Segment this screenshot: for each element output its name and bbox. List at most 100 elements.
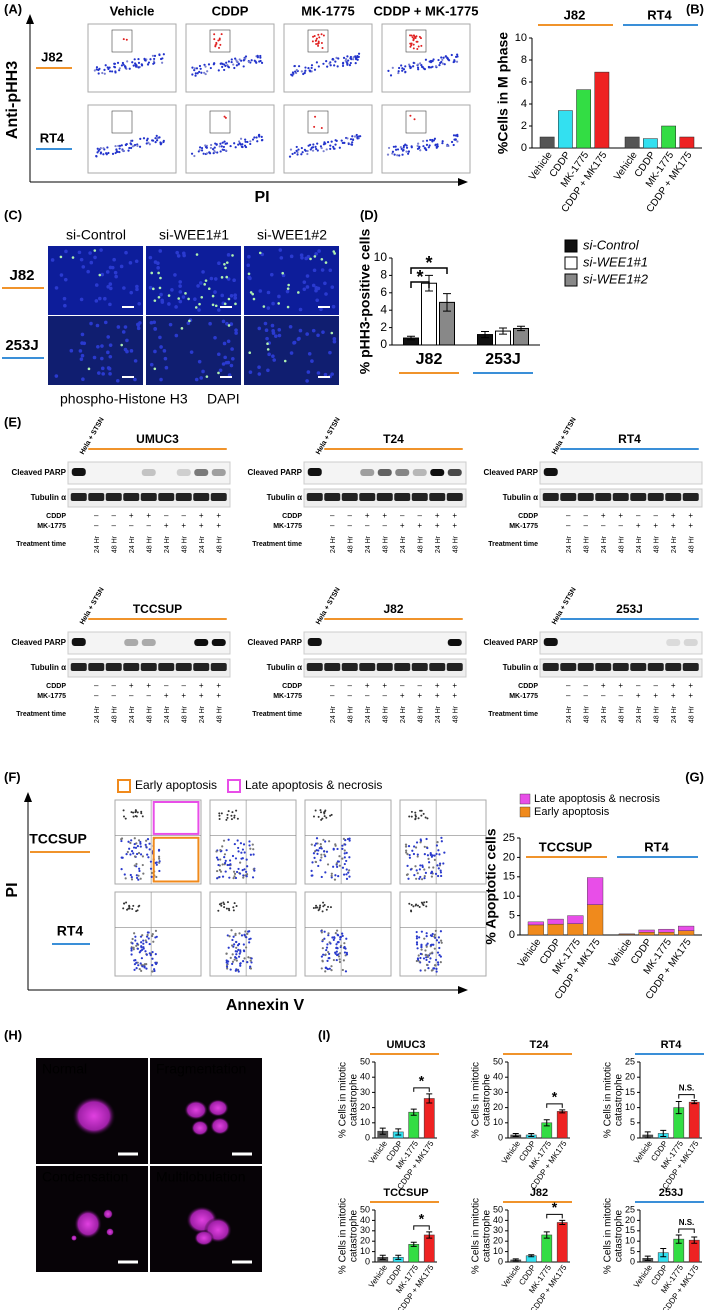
flow-dot — [219, 858, 222, 861]
flow-dot — [351, 135, 354, 138]
flow-dot — [228, 859, 232, 862]
flow-dot — [315, 842, 318, 845]
flow-dot — [329, 64, 332, 67]
flow-dot — [429, 60, 433, 63]
y-axis-label: % Cells in mitotic — [338, 1062, 349, 1138]
arrow-head — [24, 792, 32, 802]
gate-label: Early apoptosis — [135, 778, 217, 792]
flow-dot — [418, 936, 421, 939]
flow-dot — [146, 63, 150, 66]
lane-time: 24 Hr — [566, 535, 573, 553]
flow-dot — [244, 140, 247, 143]
lane-sign: + — [636, 691, 641, 700]
nucleus — [128, 261, 133, 265]
flow-dot — [130, 953, 133, 956]
flow-dot — [419, 838, 422, 841]
bar-segment — [567, 915, 584, 924]
flow-dot — [129, 841, 132, 845]
flow-dot — [386, 153, 390, 156]
flow-dot — [433, 947, 436, 950]
flow-dot — [422, 145, 425, 148]
flow-dot — [415, 841, 419, 844]
flow-dot — [414, 904, 417, 907]
flow-dot — [234, 876, 238, 880]
flow-dot — [354, 62, 357, 65]
flow-dot — [332, 938, 335, 941]
nucleus — [306, 370, 311, 374]
nucleus — [234, 328, 238, 332]
flow-dot — [338, 864, 341, 867]
image-label: Multilobulation — [156, 1169, 246, 1185]
flow-dot — [239, 962, 242, 965]
lane-sign: + — [653, 521, 658, 530]
flow-dot — [422, 812, 425, 815]
lane-sign: + — [671, 511, 676, 520]
nucleus — [323, 372, 328, 377]
flow-dot — [137, 874, 140, 877]
nucleus — [63, 303, 67, 308]
nucleus — [257, 326, 262, 331]
lane-sign: + — [400, 691, 405, 700]
ph3-cell — [234, 302, 237, 306]
flow-dot — [240, 934, 244, 937]
flow-dot — [320, 146, 323, 150]
flow-dot — [140, 941, 143, 944]
flow-dot — [410, 810, 413, 813]
band — [446, 663, 463, 671]
flow-dot — [225, 965, 229, 968]
flow-dot — [406, 864, 409, 867]
significance-bracket — [678, 1228, 695, 1233]
flow-dot — [324, 840, 327, 843]
lane-sign: – — [348, 681, 353, 690]
flow-dot — [420, 878, 424, 881]
flow-dot — [326, 863, 330, 866]
flow-dot — [313, 844, 316, 847]
flow-dot — [418, 960, 421, 963]
flow-dot — [217, 863, 220, 867]
column-header: CDDP — [212, 3, 249, 18]
flow-dot — [233, 842, 236, 846]
flow-dot — [348, 875, 351, 878]
y-tick-label: 50 — [360, 1056, 370, 1066]
significance-bracket — [678, 1094, 695, 1099]
error-bar — [660, 1247, 667, 1258]
lane-sign: – — [383, 691, 388, 700]
ph3-cell — [248, 351, 252, 355]
time-label: Treatment time — [252, 541, 302, 548]
band — [411, 493, 428, 501]
flow-dot — [430, 934, 434, 938]
lane-time: 48 Hr — [112, 535, 119, 553]
ph3-cell — [214, 304, 218, 308]
lane-sign: + — [164, 521, 169, 530]
lane-time: 48 Hr — [147, 535, 154, 553]
flow-dot — [134, 810, 137, 813]
ph3-cell — [266, 342, 269, 346]
lane-sign: + — [382, 681, 387, 690]
flow-dot — [252, 853, 255, 856]
flow-dot — [393, 153, 396, 156]
flow-dot — [413, 34, 416, 37]
nucleus — [201, 270, 205, 274]
gate — [405, 29, 427, 53]
blot-membrane — [303, 631, 467, 655]
flow-dot — [132, 815, 135, 818]
lane-time: 48 Hr — [418, 535, 425, 553]
panel-label: (A) — [4, 1, 22, 16]
flow-dot — [218, 37, 221, 40]
nucleus — [267, 352, 271, 357]
flow-dot — [232, 906, 235, 909]
ph3-cell — [332, 250, 336, 253]
nucleus — [106, 366, 111, 370]
flow-dot — [435, 844, 439, 847]
flow-dot — [223, 853, 227, 856]
flow-dot — [237, 850, 240, 853]
flow-dot — [159, 141, 162, 144]
flow-dot — [249, 142, 252, 146]
flow-dot — [240, 857, 243, 860]
flow-dot — [132, 64, 135, 67]
flow-dot — [312, 143, 315, 146]
flow-dot — [243, 933, 246, 936]
flow-dot — [241, 959, 245, 963]
ph3-cell — [157, 295, 161, 299]
ph3-cell — [286, 305, 290, 309]
